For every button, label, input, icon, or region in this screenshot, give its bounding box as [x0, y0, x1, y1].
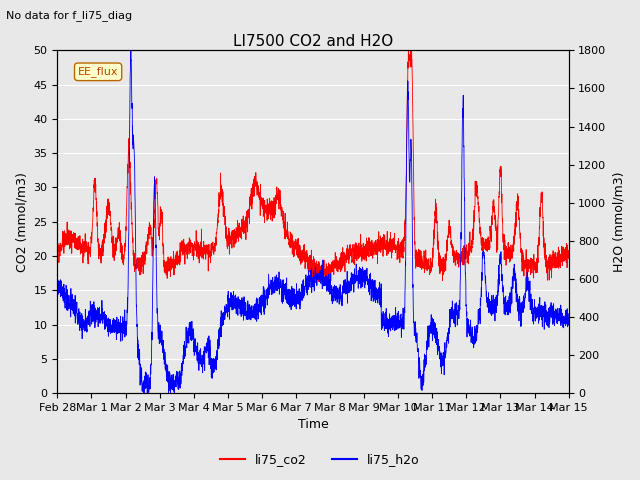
Y-axis label: H2O (mmol/m3): H2O (mmol/m3): [612, 171, 625, 272]
X-axis label: Time: Time: [298, 419, 328, 432]
Legend: li75_co2, li75_h2o: li75_co2, li75_h2o: [215, 448, 425, 471]
Text: EE_flux: EE_flux: [78, 66, 118, 77]
Text: No data for f_li75_diag: No data for f_li75_diag: [6, 10, 132, 21]
Title: LI7500 CO2 and H2O: LI7500 CO2 and H2O: [233, 34, 393, 49]
Y-axis label: CO2 (mmol/m3): CO2 (mmol/m3): [15, 172, 28, 272]
